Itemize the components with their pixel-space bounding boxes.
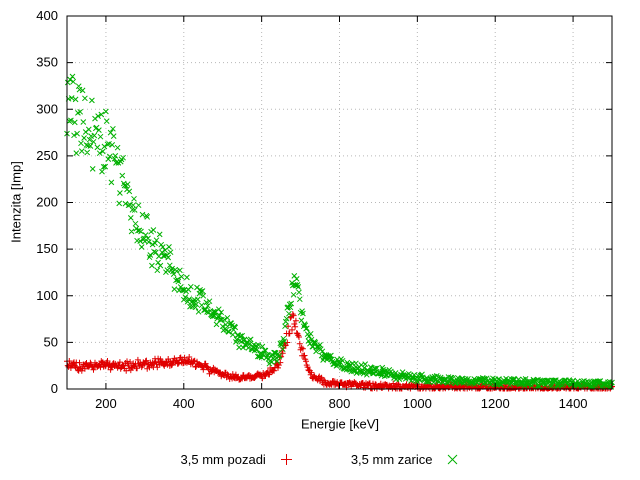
y-tick-label: 350 (36, 55, 58, 70)
legend-label-zarice: 3,5 mm zarice (350, 452, 433, 467)
y-tick-label: 150 (36, 241, 58, 256)
legend-label-pozadi: 3,5 mm pozadi (180, 452, 266, 467)
x-tick-label: 800 (329, 396, 351, 411)
legend-item-pozadi: 3,5 mm pozadi (181, 452, 293, 467)
y-tick-label: 400 (36, 8, 58, 23)
x-tick-label: 200 (95, 396, 117, 411)
grid-lines (67, 15, 612, 390)
y-tick-label: 200 (36, 195, 58, 210)
y-tick-label: 100 (36, 288, 58, 303)
y-tick-label: 0 (51, 381, 58, 396)
legend-item-zarice: 3,5 mm zarice (351, 452, 460, 467)
y-axis-title: Intenzita [Imp] (8, 161, 24, 243)
cross-marker-icon (448, 454, 458, 465)
cross-marker-path (448, 454, 458, 465)
x-tick-label: 600 (251, 396, 273, 411)
x-tick-label: 1200 (481, 396, 510, 411)
legend: 3,5 mm pozadi 3,5 mm zarice (0, 452, 640, 467)
y-tick-label: 250 (36, 148, 58, 163)
plot-border (66, 15, 613, 390)
x-tick-label: 400 (173, 396, 195, 411)
tick-labels: 200 400 600 800 1000 1200 1400 0 50 100 150 200 250 3… (36, 8, 587, 411)
plus-marker-path (280, 454, 292, 465)
x-tick-label: 1400 (559, 396, 588, 411)
plus-marker-icon (280, 454, 292, 465)
y-tick-label: 50 (44, 334, 58, 349)
y-tick-label: 300 (36, 101, 58, 116)
x-axis-title: Energie [keV] (300, 416, 380, 432)
x-tick-label: 1000 (403, 396, 432, 411)
